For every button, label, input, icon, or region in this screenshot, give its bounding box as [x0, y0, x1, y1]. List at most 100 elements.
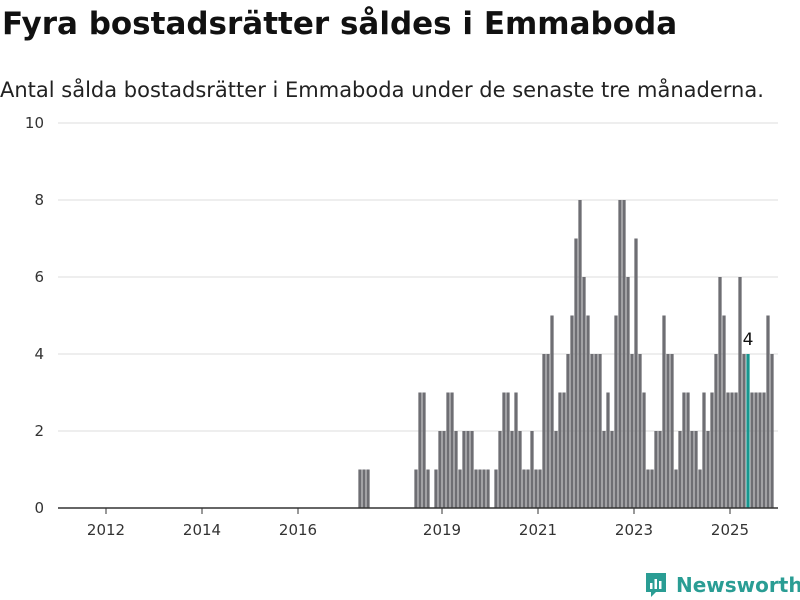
- bars: [358, 200, 774, 508]
- bar: [554, 431, 558, 508]
- bar: [438, 431, 442, 508]
- bar: [590, 354, 594, 508]
- bar: [462, 431, 466, 508]
- highlight-value-label: 4: [743, 330, 754, 350]
- bar: [570, 315, 574, 508]
- bar-chart: 0 2 4 6 8 10 4 2012 2014 2016 2019 2021 2023 2025: [25, 114, 778, 539]
- bar: [358, 469, 362, 508]
- y-tick-label: 6: [34, 268, 44, 286]
- bar: [730, 392, 734, 508]
- bar: [566, 354, 570, 508]
- x-tick-label: 2014: [183, 521, 221, 539]
- bar: [770, 354, 774, 508]
- chart-subtitle: Antal sålda bostadsrätter i Emmaboda und…: [0, 78, 764, 102]
- bar: [446, 392, 450, 508]
- bar: [538, 469, 542, 508]
- bar: [694, 431, 698, 508]
- bar: [426, 469, 430, 508]
- newsworthy-brand[interactable]: Newsworthy: [644, 570, 800, 600]
- bar: [750, 392, 754, 508]
- bar: [630, 354, 634, 508]
- bar: [734, 392, 738, 508]
- bar: [362, 469, 366, 508]
- bar: [518, 431, 522, 508]
- bar: [530, 431, 534, 508]
- bar: [614, 315, 618, 508]
- highlight-bar: [746, 354, 750, 508]
- bar: [534, 469, 538, 508]
- bar: [478, 469, 482, 508]
- bar: [470, 431, 474, 508]
- bar: [506, 392, 510, 508]
- x-tick-label: 2021: [519, 521, 557, 539]
- bar: [726, 392, 730, 508]
- bar: [754, 392, 758, 508]
- bar: [622, 200, 626, 508]
- bar: [742, 354, 746, 508]
- bar: [514, 392, 518, 508]
- bar: [502, 392, 506, 508]
- bar: [690, 431, 694, 508]
- bar: [766, 315, 770, 508]
- bar: [762, 392, 766, 508]
- newsworthy-logo-icon: [646, 573, 666, 597]
- bar: [562, 392, 566, 508]
- gridlines: [58, 122, 778, 432]
- bar: [414, 469, 418, 508]
- bar: [594, 354, 598, 508]
- brand-name: Newsworthy: [676, 573, 800, 597]
- bar: [598, 354, 602, 508]
- bar: [582, 277, 586, 508]
- bar: [758, 392, 762, 508]
- bar: [522, 469, 526, 508]
- x-tick-label: 2025: [711, 521, 749, 539]
- chart-title: Fyra bostadsrätter såldes i Emmaboda: [2, 6, 678, 42]
- bar: [434, 469, 438, 508]
- y-tick-label: 2: [34, 422, 44, 440]
- bar: [642, 392, 646, 508]
- bar: [574, 238, 578, 508]
- bar: [602, 431, 606, 508]
- bar: [498, 431, 502, 508]
- bar: [606, 392, 610, 508]
- bar: [542, 354, 546, 508]
- bar: [546, 354, 550, 508]
- bar: [422, 392, 426, 508]
- bar: [686, 392, 690, 508]
- bar: [626, 277, 630, 508]
- bar: [494, 469, 498, 508]
- bar: [510, 431, 514, 508]
- bar: [698, 469, 702, 508]
- bar: [482, 469, 486, 508]
- bar: [710, 392, 714, 508]
- bar: [486, 469, 490, 508]
- bar: [586, 315, 590, 508]
- bar: [638, 354, 642, 508]
- bar: [646, 469, 650, 508]
- bar: [366, 469, 370, 508]
- y-tick-label: 0: [34, 499, 44, 517]
- y-tick-label: 8: [34, 191, 44, 209]
- bar: [678, 431, 682, 508]
- bar: [474, 469, 478, 508]
- bar: [450, 392, 454, 508]
- bar: [442, 431, 446, 508]
- bar: [454, 431, 458, 508]
- bar: [634, 238, 638, 508]
- axes: 0 2 4 6 8 10 4 2012 2014 2016 2019 2021 2023 2025: [25, 114, 778, 539]
- bar: [702, 392, 706, 508]
- bar: [674, 469, 678, 508]
- bar: [418, 392, 422, 508]
- bar: [670, 354, 674, 508]
- bar: [466, 431, 470, 508]
- bar: [526, 469, 530, 508]
- y-tick-label: 10: [25, 114, 44, 132]
- bar: [706, 431, 710, 508]
- bar: [666, 354, 670, 508]
- y-tick-label: 4: [34, 345, 44, 363]
- bar: [618, 200, 622, 508]
- bar: [722, 315, 726, 508]
- bar: [550, 315, 554, 508]
- bar: [610, 431, 614, 508]
- x-tick-label: 2012: [87, 521, 125, 539]
